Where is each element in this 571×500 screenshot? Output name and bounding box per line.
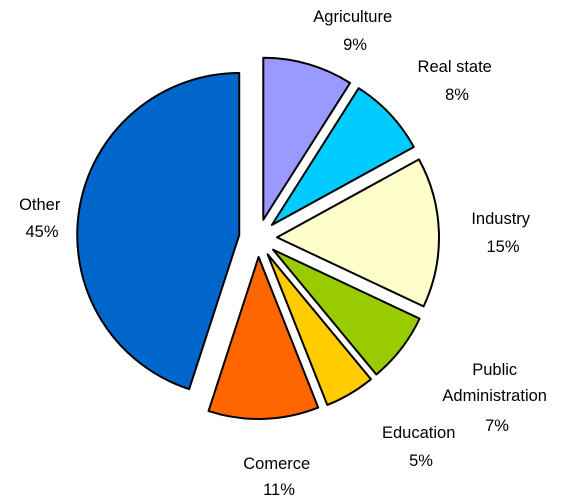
slice-real-state [270, 87, 415, 226]
slice-industry [275, 158, 440, 308]
label-industry: Industry 15% [471, 210, 534, 256]
label-industry-value: 15% [486, 238, 519, 256]
label-other: Other 45% [19, 196, 65, 241]
label-real-state-name: Real state [418, 58, 492, 76]
slice-public-administration [272, 248, 421, 376]
slice-agriculture [262, 56, 352, 221]
label-public-administration-value: 7% [485, 417, 509, 435]
label-agriculture: Agriculture 9% [313, 8, 396, 54]
label-public-administration: Public Administration 7% [442, 361, 551, 435]
label-agriculture-value: 9% [343, 36, 367, 54]
label-industry-name: Industry [471, 210, 530, 228]
label-education-name: Education [382, 424, 455, 442]
label-public-administration-name-1: Public [472, 361, 517, 379]
label-comerce-name: Comerce [243, 455, 310, 473]
label-comerce-value: 11% [263, 481, 295, 499]
label-public-administration-name-2: Administration [442, 387, 547, 405]
label-education-value: 5% [409, 452, 433, 470]
label-other-name: Other [19, 196, 61, 214]
label-real-state: Real state 8% [418, 58, 497, 104]
label-real-state-value: 8% [445, 86, 469, 104]
label-agriculture-name: Agriculture [313, 8, 392, 26]
label-comerce: Comerce 11% [243, 455, 315, 499]
slice-comerce [207, 255, 320, 420]
slices-layer [76, 56, 440, 420]
slice-other [76, 72, 241, 391]
label-education: Education 5% [382, 424, 460, 470]
label-other-value: 45% [25, 223, 58, 241]
slice-education [266, 253, 372, 406]
